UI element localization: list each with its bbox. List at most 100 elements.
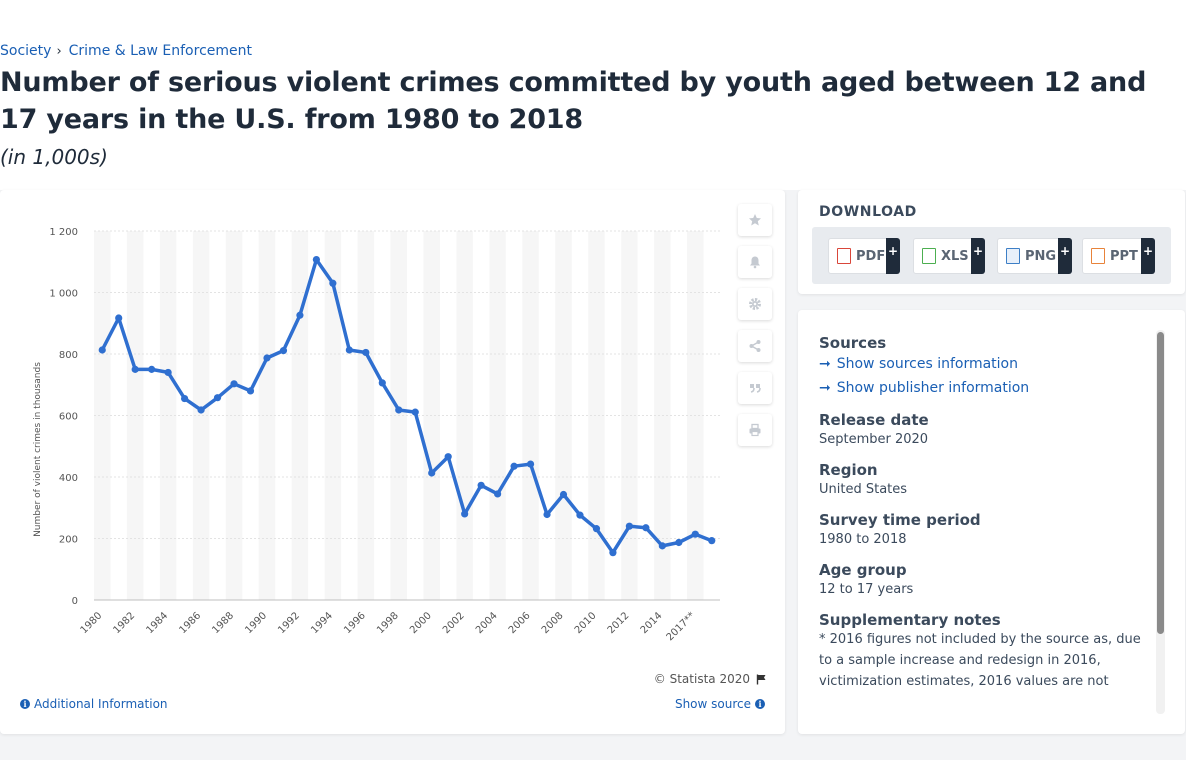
download-row: PDF + XLS + PNG + PPT + bbox=[812, 227, 1171, 284]
info-icon: i bbox=[20, 699, 30, 709]
x-tick-label: 2004 bbox=[474, 610, 500, 636]
supplementary-notes-value: * 2016 figures not included by the sourc… bbox=[819, 632, 1141, 689]
breadcrumb-separator: › bbox=[56, 43, 62, 59]
arrow-right-icon: ➞ bbox=[819, 380, 831, 396]
plot-band bbox=[159, 231, 177, 600]
x-tick-label: 1984 bbox=[144, 610, 170, 636]
data-point bbox=[428, 469, 436, 477]
statistic-details-card: Sources ➞ Show sources information ➞ Sho… bbox=[798, 310, 1185, 734]
data-point bbox=[378, 379, 386, 387]
data-point bbox=[148, 365, 156, 373]
data-point bbox=[230, 380, 238, 388]
flag-icon[interactable] bbox=[756, 674, 767, 685]
data-point bbox=[526, 460, 535, 468]
release-date-value: September 2020 bbox=[819, 432, 929, 447]
pdf-file-icon bbox=[837, 248, 851, 264]
data-point bbox=[329, 279, 337, 287]
data-point bbox=[559, 490, 568, 499]
data-point bbox=[279, 347, 288, 355]
survey-period-value: 1980 to 2018 bbox=[819, 532, 907, 547]
data-point bbox=[197, 406, 205, 414]
x-tick-label: 1980 bbox=[79, 610, 105, 636]
data-point bbox=[98, 346, 106, 354]
download-png-button[interactable]: PNG + bbox=[997, 238, 1072, 274]
region-value: United States bbox=[819, 482, 908, 497]
download-ppt-plus[interactable]: + bbox=[1141, 238, 1155, 274]
page-title: Number of serious violent crimes committ… bbox=[0, 67, 1147, 135]
sources-heading: Sources bbox=[819, 334, 887, 352]
x-tick-label: 2000 bbox=[408, 610, 434, 636]
show-publisher-link[interactable]: ➞ Show publisher information bbox=[819, 376, 1149, 400]
breadcrumb-society[interactable]: Society bbox=[0, 43, 52, 59]
show-publisher-label: Show publisher information bbox=[836, 380, 1030, 396]
show-sources-link[interactable]: ➞ Show sources information bbox=[819, 352, 1149, 376]
download-xls-label: XLS bbox=[941, 248, 969, 264]
header-band bbox=[0, 0, 1186, 190]
plot-band bbox=[489, 231, 506, 600]
copyright-notice: © Statista 2020 bbox=[654, 672, 767, 686]
data-point bbox=[675, 538, 683, 547]
breadcrumb: Society › Crime & Law Enforcement bbox=[0, 43, 252, 59]
download-png-plus[interactable]: + bbox=[1058, 238, 1072, 274]
data-point bbox=[263, 354, 271, 362]
age-group-value: 12 to 17 years bbox=[819, 582, 914, 597]
download-png-label: PNG bbox=[1025, 248, 1057, 264]
region-heading: Region bbox=[819, 461, 878, 479]
print-icon[interactable] bbox=[738, 414, 772, 446]
plot-band bbox=[324, 231, 342, 600]
y-tick-label: 600 bbox=[59, 412, 78, 423]
data-point bbox=[395, 406, 403, 414]
details-content: Sources ➞ Show sources information ➞ Sho… bbox=[819, 334, 1149, 703]
data-point bbox=[444, 453, 452, 461]
x-tick-label: 1988 bbox=[210, 610, 236, 636]
x-tick-label: 1996 bbox=[342, 610, 368, 636]
scrollbar-thumb[interactable] bbox=[1157, 332, 1164, 634]
y-tick-label: 1 000 bbox=[49, 289, 78, 300]
page-subtitle: (in 1,000s) bbox=[0, 145, 108, 169]
x-tick-label: 2010 bbox=[573, 610, 599, 636]
gear-icon[interactable] bbox=[738, 288, 772, 320]
supplementary-notes-heading: Supplementary notes bbox=[819, 611, 1001, 629]
download-xls-plus[interactable]: + bbox=[971, 238, 985, 274]
star-icon[interactable] bbox=[738, 204, 772, 236]
y-axis-label: Number of violent crimes in thousands bbox=[33, 362, 43, 537]
x-tick-label: 2014 bbox=[639, 610, 665, 636]
data-point bbox=[296, 311, 304, 319]
download-ppt-button[interactable]: PPT + bbox=[1082, 238, 1155, 274]
y-tick-label: 200 bbox=[59, 535, 78, 546]
quote-icon[interactable] bbox=[738, 372, 772, 404]
breadcrumb-crime-law[interactable]: Crime & Law Enforcement bbox=[68, 43, 252, 59]
x-tick-label: 1990 bbox=[243, 610, 269, 636]
data-point bbox=[411, 408, 419, 416]
y-tick-label: 400 bbox=[59, 473, 78, 484]
plot-band bbox=[357, 231, 375, 600]
show-sources-label: Show sources information bbox=[836, 356, 1018, 372]
download-pdf-button[interactable]: PDF + bbox=[828, 238, 900, 274]
x-tick-label: 1992 bbox=[276, 610, 302, 636]
data-point bbox=[213, 394, 222, 402]
data-point bbox=[131, 365, 139, 373]
data-point bbox=[164, 368, 172, 377]
xls-file-icon bbox=[922, 248, 936, 264]
copyright-text: © Statista 2020 bbox=[653, 672, 750, 686]
info-icon: i bbox=[755, 699, 765, 709]
data-point bbox=[658, 542, 666, 550]
bell-icon[interactable] bbox=[738, 246, 772, 278]
data-point bbox=[592, 525, 601, 533]
plot-band bbox=[192, 231, 210, 600]
plot-band bbox=[588, 231, 605, 600]
show-source-link[interactable]: Show source i bbox=[675, 697, 765, 711]
chart-toolbar bbox=[738, 204, 772, 446]
download-xls-button[interactable]: XLS + bbox=[913, 238, 985, 274]
survey-period-heading: Survey time period bbox=[819, 511, 981, 529]
share-icon[interactable] bbox=[738, 330, 772, 362]
data-point bbox=[510, 462, 518, 470]
x-tick-label: 2012 bbox=[606, 610, 632, 636]
additional-info-label: Additional Information bbox=[34, 697, 168, 711]
download-pdf-plus[interactable]: + bbox=[886, 238, 900, 274]
download-card: DOWNLOAD PDF + XLS + PNG + PPT + bbox=[798, 190, 1185, 294]
x-tick-label: 1994 bbox=[309, 610, 335, 636]
additional-info-link[interactable]: i Additional Information bbox=[20, 697, 168, 711]
arrow-right-icon: ➞ bbox=[819, 356, 831, 372]
download-pdf-label: PDF bbox=[856, 248, 886, 264]
